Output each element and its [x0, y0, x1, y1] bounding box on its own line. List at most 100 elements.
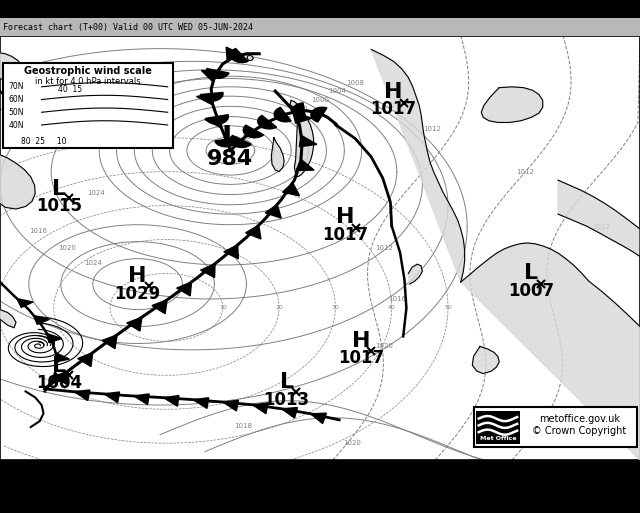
Polygon shape	[247, 54, 253, 61]
Polygon shape	[17, 299, 33, 307]
Bar	[476, 411, 520, 444]
Text: 1007: 1007	[508, 282, 554, 300]
Polygon shape	[34, 315, 49, 324]
Text: 1008: 1008	[346, 81, 364, 86]
Text: 1020: 1020	[58, 245, 76, 251]
Text: 1012: 1012	[516, 169, 534, 174]
Text: 996: 996	[294, 106, 308, 112]
Polygon shape	[102, 335, 117, 349]
Text: 60N: 60N	[8, 95, 24, 104]
Text: 1016: 1016	[388, 296, 406, 302]
Text: 1029: 1029	[115, 285, 161, 303]
Polygon shape	[311, 107, 327, 122]
Polygon shape	[290, 101, 297, 107]
Polygon shape	[223, 400, 239, 411]
Text: L: L	[52, 356, 66, 376]
Polygon shape	[258, 115, 276, 129]
Text: 50: 50	[444, 305, 452, 310]
Polygon shape	[77, 352, 93, 366]
Polygon shape	[311, 413, 326, 424]
Polygon shape	[202, 70, 220, 82]
Text: 1000: 1000	[311, 96, 329, 103]
Polygon shape	[44, 127, 59, 134]
Polygon shape	[127, 317, 142, 331]
Text: metoffice.gov.uk: metoffice.gov.uk	[539, 413, 620, 424]
Bar	[3, 64, 173, 148]
Polygon shape	[300, 135, 317, 147]
Text: 1016: 1016	[29, 228, 47, 234]
Polygon shape	[461, 243, 640, 460]
Polygon shape	[196, 93, 214, 105]
Text: L: L	[52, 179, 66, 199]
Text: in kt for 4.0 hPa intervals: in kt for 4.0 hPa intervals	[35, 77, 141, 86]
Text: 1015: 1015	[36, 196, 82, 214]
Polygon shape	[253, 403, 268, 413]
Polygon shape	[243, 125, 264, 137]
Text: H: H	[353, 330, 371, 350]
Polygon shape	[51, 372, 66, 382]
Polygon shape	[371, 49, 465, 282]
Polygon shape	[230, 49, 248, 63]
Text: 1020: 1020	[375, 343, 393, 349]
Text: 50N: 50N	[8, 108, 24, 117]
Polygon shape	[408, 264, 422, 284]
Polygon shape	[0, 155, 35, 209]
Polygon shape	[472, 346, 499, 373]
Text: 30: 30	[332, 305, 339, 310]
Polygon shape	[271, 137, 284, 172]
Polygon shape	[215, 137, 237, 147]
Polygon shape	[61, 137, 77, 144]
Polygon shape	[296, 160, 314, 170]
Polygon shape	[54, 371, 68, 385]
Text: 1017: 1017	[323, 226, 369, 244]
Text: Geostrophic wind scale: Geostrophic wind scale	[24, 66, 152, 76]
Polygon shape	[152, 300, 167, 313]
Polygon shape	[193, 398, 209, 408]
Text: 40  15: 40 15	[58, 85, 82, 94]
Polygon shape	[200, 264, 215, 278]
Text: 988: 988	[259, 124, 273, 130]
Text: 1012: 1012	[375, 245, 393, 251]
Text: Met Office: Met Office	[479, 437, 516, 442]
Polygon shape	[205, 115, 228, 124]
Polygon shape	[200, 92, 223, 101]
Text: Forecast chart (T+00) Valid 00 UTC WED 05-JUN-2024: Forecast chart (T+00) Valid 00 UTC WED 0…	[3, 23, 253, 32]
Text: 10: 10	[219, 305, 227, 310]
Polygon shape	[481, 87, 543, 123]
Polygon shape	[177, 282, 191, 296]
Text: 70N: 70N	[8, 82, 24, 91]
Polygon shape	[282, 407, 298, 418]
Text: 40N: 40N	[8, 121, 24, 129]
Polygon shape	[230, 135, 252, 147]
Text: 1004: 1004	[36, 374, 82, 392]
Text: 40: 40	[388, 305, 396, 310]
Polygon shape	[226, 47, 241, 61]
Polygon shape	[558, 180, 640, 256]
Polygon shape	[265, 205, 281, 218]
Text: 80  25     10: 80 25 10	[21, 137, 67, 147]
Text: L: L	[280, 372, 294, 391]
Polygon shape	[246, 225, 261, 239]
Text: H: H	[337, 207, 355, 227]
Polygon shape	[283, 183, 300, 196]
Text: 1017: 1017	[339, 349, 385, 367]
Polygon shape	[13, 104, 29, 112]
Text: 1018: 1018	[234, 423, 252, 429]
Polygon shape	[294, 105, 314, 177]
Polygon shape	[47, 333, 62, 343]
Text: 1004: 1004	[328, 88, 346, 94]
Polygon shape	[224, 245, 238, 259]
Polygon shape	[28, 115, 43, 124]
Polygon shape	[104, 392, 120, 403]
Polygon shape	[164, 396, 179, 406]
Text: 20: 20	[275, 305, 283, 310]
Polygon shape	[207, 69, 229, 78]
Text: H: H	[129, 266, 147, 286]
Polygon shape	[274, 107, 291, 122]
Polygon shape	[56, 353, 69, 362]
Text: 1013: 1013	[264, 391, 310, 409]
Text: 984: 984	[243, 134, 256, 140]
Text: 984: 984	[207, 149, 253, 169]
Polygon shape	[292, 103, 305, 118]
Polygon shape	[293, 112, 312, 123]
